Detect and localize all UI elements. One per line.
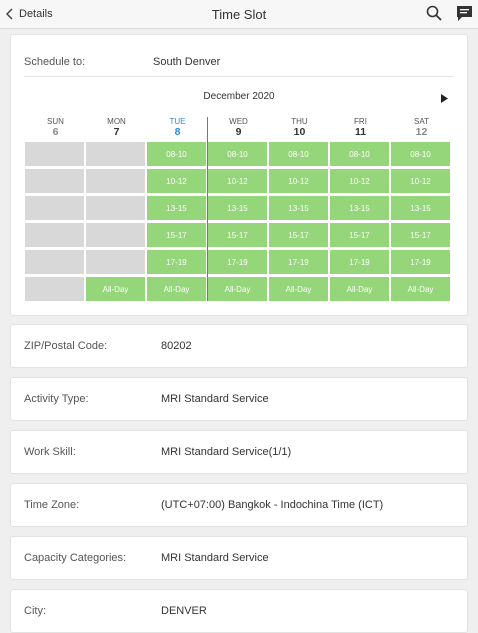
day-number: 8	[174, 126, 181, 138]
time-slot[interactable]: All-Day	[86, 277, 145, 301]
day-name: THU	[291, 117, 308, 126]
unavailable-slot	[86, 223, 145, 247]
capacity-categories-row: Capacity Categories: MRI Standard Servic…	[10, 536, 468, 580]
time-slot[interactable]: 13-15	[269, 196, 328, 220]
time-slot[interactable]: All-Day	[330, 277, 389, 301]
time-zone-row: Time Zone: (UTC+07:00) Bangkok - Indochi…	[10, 483, 468, 527]
time-slot[interactable]: 15-17	[269, 223, 328, 247]
field-value: MRI Standard Service(1/1)	[161, 446, 292, 458]
day-name: MON	[107, 117, 126, 126]
back-label: Details	[19, 8, 53, 20]
unavailable-slot	[25, 250, 84, 274]
day-number: 10	[293, 126, 306, 138]
calendar-month: December 2020	[203, 91, 275, 102]
time-slot[interactable]: All-Day	[269, 277, 328, 301]
time-slot[interactable]: 17-19	[208, 250, 267, 274]
day-header-wed: WED 9	[208, 117, 269, 139]
unavailable-slot	[86, 169, 145, 193]
time-slot[interactable]: 10-12	[391, 169, 450, 193]
unavailable-slot	[86, 142, 145, 166]
zip-row: ZIP/Postal Code: 80202	[10, 324, 468, 368]
day-number: 11	[354, 126, 367, 138]
activity-type-row: Activity Type: MRI Standard Service	[10, 377, 468, 421]
day-name: TUE	[169, 117, 186, 126]
time-slot[interactable]: 13-15	[208, 196, 267, 220]
time-slot[interactable]: 10-12	[147, 169, 206, 193]
field-value: MRI Standard Service	[161, 393, 269, 405]
time-slot[interactable]: 17-19	[147, 250, 206, 274]
field-value: (UTC+07:00) Bangkok - Indochina Time (IC…	[161, 499, 384, 511]
time-slot[interactable]: 15-17	[208, 223, 267, 247]
day-header-mon: MON 7	[86, 117, 147, 139]
day-number: 9	[235, 126, 242, 138]
day-number: 7	[113, 126, 120, 138]
chevron-left-icon	[6, 8, 13, 20]
chat-icon[interactable]	[456, 5, 473, 22]
time-slot[interactable]: All-Day	[208, 277, 267, 301]
time-slot[interactable]: 15-17	[391, 223, 450, 247]
top-bar: Details Time Slot	[0, 0, 478, 29]
time-slot[interactable]: 08-10	[330, 142, 389, 166]
day-header-tue: TUE 8	[147, 117, 208, 139]
day-header-fri: FRI 11	[330, 117, 391, 139]
schedule-label: Schedule to:	[24, 56, 86, 68]
field-label: Work Skill:	[24, 446, 76, 458]
time-slot[interactable]: 10-12	[208, 169, 267, 193]
back-button[interactable]: Details	[6, 6, 53, 22]
field-label: City:	[24, 605, 46, 617]
time-slot[interactable]: 17-19	[391, 250, 450, 274]
page-title: Time Slot	[211, 7, 267, 22]
field-label: Time Zone:	[24, 499, 80, 511]
time-slot[interactable]: All-Day	[147, 277, 206, 301]
day-name: WED	[229, 117, 248, 126]
time-slot[interactable]: 15-17	[147, 223, 206, 247]
time-slot[interactable]: 13-15	[147, 196, 206, 220]
unavailable-slot	[25, 169, 84, 193]
time-slot[interactable]: 08-10	[391, 142, 450, 166]
unavailable-slot	[86, 196, 145, 220]
time-slot[interactable]: 17-19	[269, 250, 328, 274]
time-slot[interactable]: 08-10	[269, 142, 328, 166]
field-value: DENVER	[161, 605, 207, 617]
work-skill-row: Work Skill: MRI Standard Service(1/1)	[10, 430, 468, 474]
today-indicator	[207, 117, 208, 301]
search-icon[interactable]	[426, 5, 442, 21]
field-label: ZIP/Postal Code:	[24, 340, 108, 352]
schedule-value: South Denver	[153, 56, 221, 68]
unavailable-slot	[86, 250, 145, 274]
time-slot[interactable]: 17-19	[330, 250, 389, 274]
unavailable-slot	[25, 277, 84, 301]
schedule-card: Schedule to: South Denver December 2020 …	[10, 34, 468, 316]
time-slot[interactable]: 13-15	[330, 196, 389, 220]
field-label: Activity Type:	[24, 393, 89, 405]
unavailable-slot	[25, 142, 84, 166]
day-name: SUN	[47, 117, 64, 126]
divider	[24, 76, 453, 77]
field-value: 80202	[161, 340, 192, 352]
time-slot-grid: 08-10 08-10 08-10 08-10 08-10 10-12 10-12 10-12…	[25, 142, 450, 301]
time-slot[interactable]: 13-15	[391, 196, 450, 220]
time-slot[interactable]: 08-10	[147, 142, 206, 166]
unavailable-slot	[25, 196, 84, 220]
field-label: Capacity Categories:	[24, 552, 127, 564]
time-slot[interactable]: All-Day	[391, 277, 450, 301]
day-name: SAT	[414, 117, 429, 126]
day-number: 12	[415, 126, 428, 138]
day-header-sat: SAT 12	[391, 117, 452, 139]
next-week-icon[interactable]	[441, 94, 448, 103]
time-slot[interactable]: 08-10	[208, 142, 267, 166]
day-header-thu: THU 10	[269, 117, 330, 139]
field-value: MRI Standard Service	[161, 552, 269, 564]
time-slot[interactable]: 10-12	[330, 169, 389, 193]
weekday-header: SUN 6 MON 7 TUE 8 WED 9 THU 10 FRI 11 SAT 12	[25, 117, 452, 139]
time-slot[interactable]: 10-12	[269, 169, 328, 193]
unavailable-slot	[25, 223, 84, 247]
day-name: FRI	[354, 117, 367, 126]
day-header-sun: SUN 6	[25, 117, 86, 139]
day-number: 6	[52, 126, 59, 138]
city-row: City: DENVER	[10, 589, 468, 633]
time-slot[interactable]: 15-17	[330, 223, 389, 247]
